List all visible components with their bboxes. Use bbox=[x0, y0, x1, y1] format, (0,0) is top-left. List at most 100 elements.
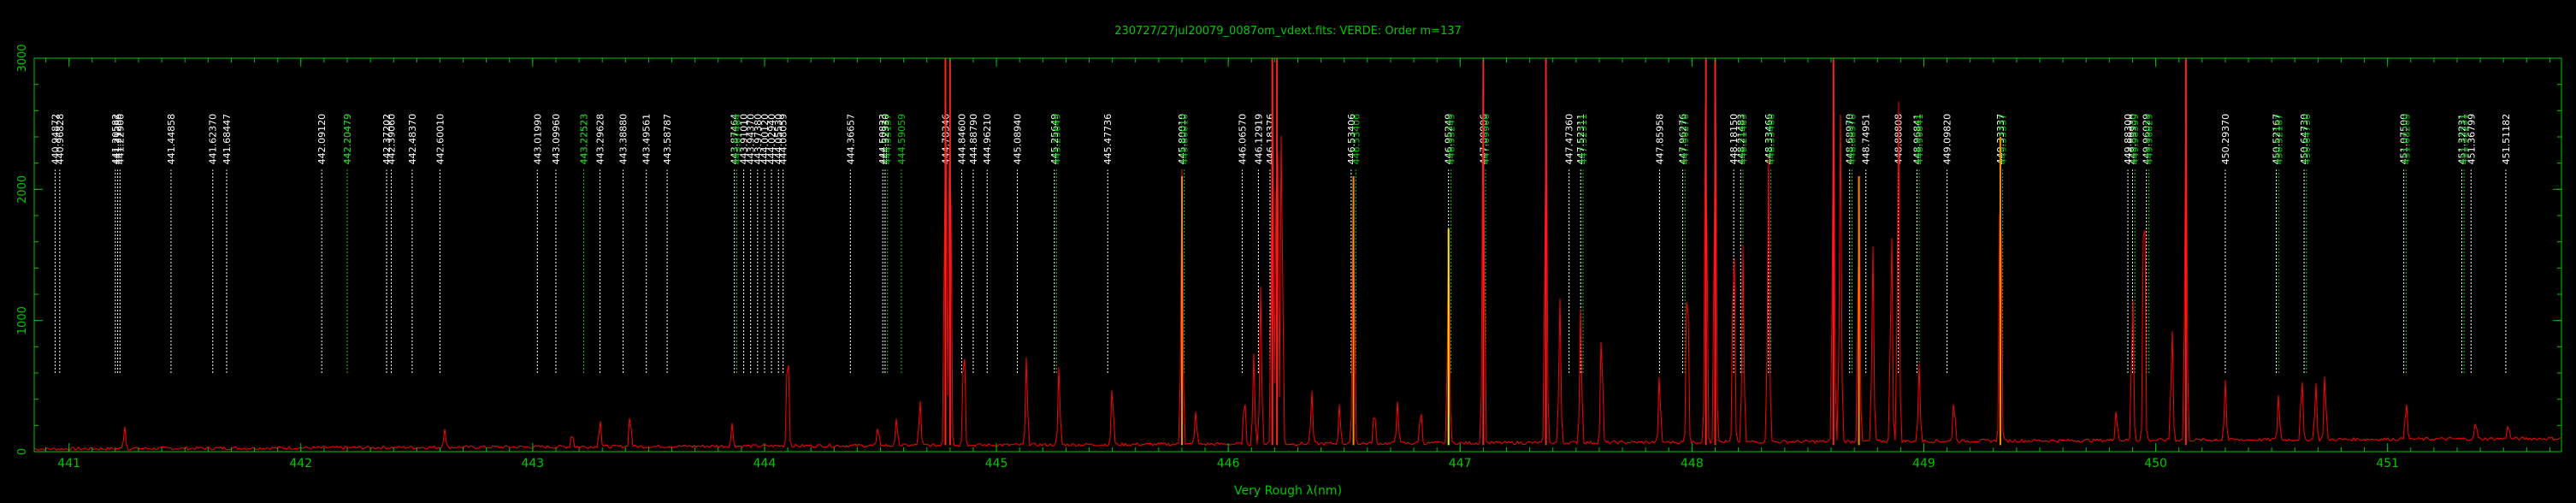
line-marker-label: 441.44858 bbox=[166, 114, 177, 165]
line-marker-label: 444.96210 bbox=[982, 114, 993, 165]
line-marker-label: 446.06570 bbox=[1237, 114, 1248, 165]
x-tick-label: 444 bbox=[753, 457, 777, 470]
line-marker-label: 441.62370 bbox=[208, 114, 219, 165]
line-marker-label: 448.18150 bbox=[1728, 114, 1740, 165]
line-marker-label: 445.80010 bbox=[1179, 114, 1191, 165]
x-tick-label: 441 bbox=[57, 457, 80, 470]
line-marker-label: 444.05530 bbox=[773, 114, 784, 165]
line-marker-label: 446.53406 bbox=[1346, 114, 1357, 165]
x-tick-label: 451 bbox=[2376, 457, 2399, 470]
line-marker-label: 443.91010 bbox=[739, 114, 750, 165]
line-marker-label: 444.36657 bbox=[845, 114, 856, 165]
line-marker-label: 448.74951 bbox=[1861, 114, 1872, 165]
line-marker-label: 444.00120 bbox=[759, 114, 771, 165]
line-marker-label: 450.52167 bbox=[2273, 114, 2284, 165]
line-marker-label: 444.50823 bbox=[877, 114, 889, 165]
x-axis-label: Very Rough λ(nm) bbox=[1234, 484, 1342, 498]
line-marker-label: 448.96841 bbox=[1914, 114, 1925, 165]
line-marker-label: 447.52311 bbox=[1575, 114, 1586, 165]
line-marker-label: 443.22523 bbox=[579, 114, 590, 165]
y-tick-label: 1000 bbox=[16, 306, 29, 334]
line-marker-label: 448.33466 bbox=[1764, 114, 1775, 165]
x-tick-label: 447 bbox=[1449, 457, 1472, 470]
line-marker-label: 447.96276 bbox=[1680, 114, 1691, 165]
line-marker-label: 441.68447 bbox=[222, 114, 233, 165]
line-marker-label: 440.94872 bbox=[50, 114, 61, 165]
line-marker-label: 447.96276 bbox=[1678, 114, 1689, 165]
line-marker-label: 451.07500 bbox=[2399, 114, 2410, 165]
line-marker-label: 444.08059 bbox=[778, 114, 789, 165]
line-marker-label: 443.87464 bbox=[730, 114, 741, 165]
line-marker-label: 449.89930 bbox=[2127, 114, 2138, 165]
line-marker-label: 449.96029 bbox=[2142, 114, 2153, 165]
x-tick-label: 446 bbox=[1217, 457, 1240, 470]
line-marker-label: 449.90399 bbox=[2130, 114, 2141, 165]
line-marker-label: 445.80010 bbox=[1177, 114, 1188, 165]
axes-frame: 441 442 443 444 445 446 447 448 449 450 451 0 1000 20… bbox=[16, 44, 2562, 470]
chart-title: 230727/27jul20079_0087om_vdext.fits: VER… bbox=[1114, 25, 1462, 38]
spectrum-layer bbox=[33, 57, 2561, 452]
x-tick-label: 442 bbox=[289, 457, 312, 470]
y-tick-label: 0 bbox=[16, 448, 29, 455]
line-marker-label: 445.08940 bbox=[1012, 114, 1023, 165]
line-marker-label: 446.95249 bbox=[1445, 114, 1456, 165]
line-marker-label: 444.84600 bbox=[956, 114, 967, 165]
line-marker-label: 446.18376 bbox=[1265, 114, 1276, 165]
line-marker-label: 442.09120 bbox=[316, 114, 328, 165]
line-marker-label: 447.47360 bbox=[1564, 114, 1575, 165]
x-tick-label: 448 bbox=[1681, 457, 1704, 470]
line-marker-label: 449.88300 bbox=[2123, 114, 2134, 165]
line-marker-label: 444.88790 bbox=[968, 114, 979, 165]
line-marker-label: 450.52167 bbox=[2272, 114, 2283, 165]
line-marker-label: 443.58787 bbox=[662, 114, 673, 165]
line-marker-label: 442.60010 bbox=[434, 114, 446, 165]
line-marker-label: 446.95249 bbox=[1444, 114, 1455, 165]
line-marker-label: 450.64730 bbox=[2301, 114, 2313, 165]
line-marker-label: 448.68970 bbox=[1846, 114, 1858, 165]
spectrum-line bbox=[33, 57, 2561, 452]
line-marker-label: 443.01990 bbox=[532, 114, 543, 165]
line-marker-label: 448.33466 bbox=[1766, 114, 1777, 165]
line-marker-label: 447.85958 bbox=[1654, 114, 1665, 165]
line-marker-label: 451.51182 bbox=[2501, 114, 2512, 165]
line-marker-label: 450.29370 bbox=[2220, 114, 2231, 165]
line-marker-label: 446.53406 bbox=[1350, 114, 1362, 165]
line-marker-label: 441.20582 bbox=[110, 114, 121, 165]
line-marker-label: 443.97380 bbox=[753, 114, 764, 165]
y-tick-label: 2000 bbox=[16, 175, 29, 204]
line-marker-label: 444.02940 bbox=[766, 114, 777, 165]
line-marker-label: 448.96841 bbox=[1911, 114, 1923, 165]
line-marker-label: 442.39060 bbox=[386, 114, 397, 165]
line-marker-label: 445.25649 bbox=[1052, 114, 1063, 165]
x-tick-label: 445 bbox=[985, 457, 1008, 470]
line-marker-label: 451.32231 bbox=[2456, 114, 2467, 165]
line-marker-label: 445.47736 bbox=[1102, 114, 1114, 165]
line-marker-label: 445.25649 bbox=[1049, 114, 1061, 165]
line-marker-label: 446.12919 bbox=[1253, 114, 1264, 165]
line-marker-label: 449.09820 bbox=[1942, 114, 1953, 165]
line-marker-label: 448.21483 bbox=[1738, 114, 1749, 165]
line-marker-label: 444.53157 bbox=[883, 114, 894, 165]
y-tick-label: 3000 bbox=[16, 44, 29, 72]
line-marker-label: 443.29628 bbox=[594, 114, 606, 165]
line-marker-label: 443.49561 bbox=[641, 114, 653, 165]
line-marker-label: 449.33337 bbox=[1998, 114, 2009, 165]
line-marker-label: 443.38880 bbox=[618, 114, 629, 165]
line-marker-label: 451.08209 bbox=[2401, 114, 2412, 165]
line-marker-label: 451.36799 bbox=[2466, 114, 2477, 165]
line-marker-label: 440.96828 bbox=[55, 114, 66, 165]
line-marker-label: 444.52330 bbox=[880, 114, 891, 165]
x-tick-label: 443 bbox=[521, 457, 544, 470]
line-marker-label: 448.21483 bbox=[1735, 114, 1746, 165]
line-marker-label: 451.32231 bbox=[2459, 114, 2470, 165]
line-marker-label: 441.22900 bbox=[115, 114, 126, 165]
line-marker-label: 448.68970 bbox=[1845, 114, 1856, 165]
line-marker-label: 442.48370 bbox=[407, 114, 418, 165]
line-marker-label: 444.59059 bbox=[896, 114, 907, 165]
line-marker-label: 443.22523 bbox=[579, 114, 590, 165]
line-marker-label: 442.20479 bbox=[342, 114, 353, 165]
line-marker-label: 443.94370 bbox=[746, 114, 757, 165]
line-marker-label: 441.21286 bbox=[113, 114, 124, 165]
